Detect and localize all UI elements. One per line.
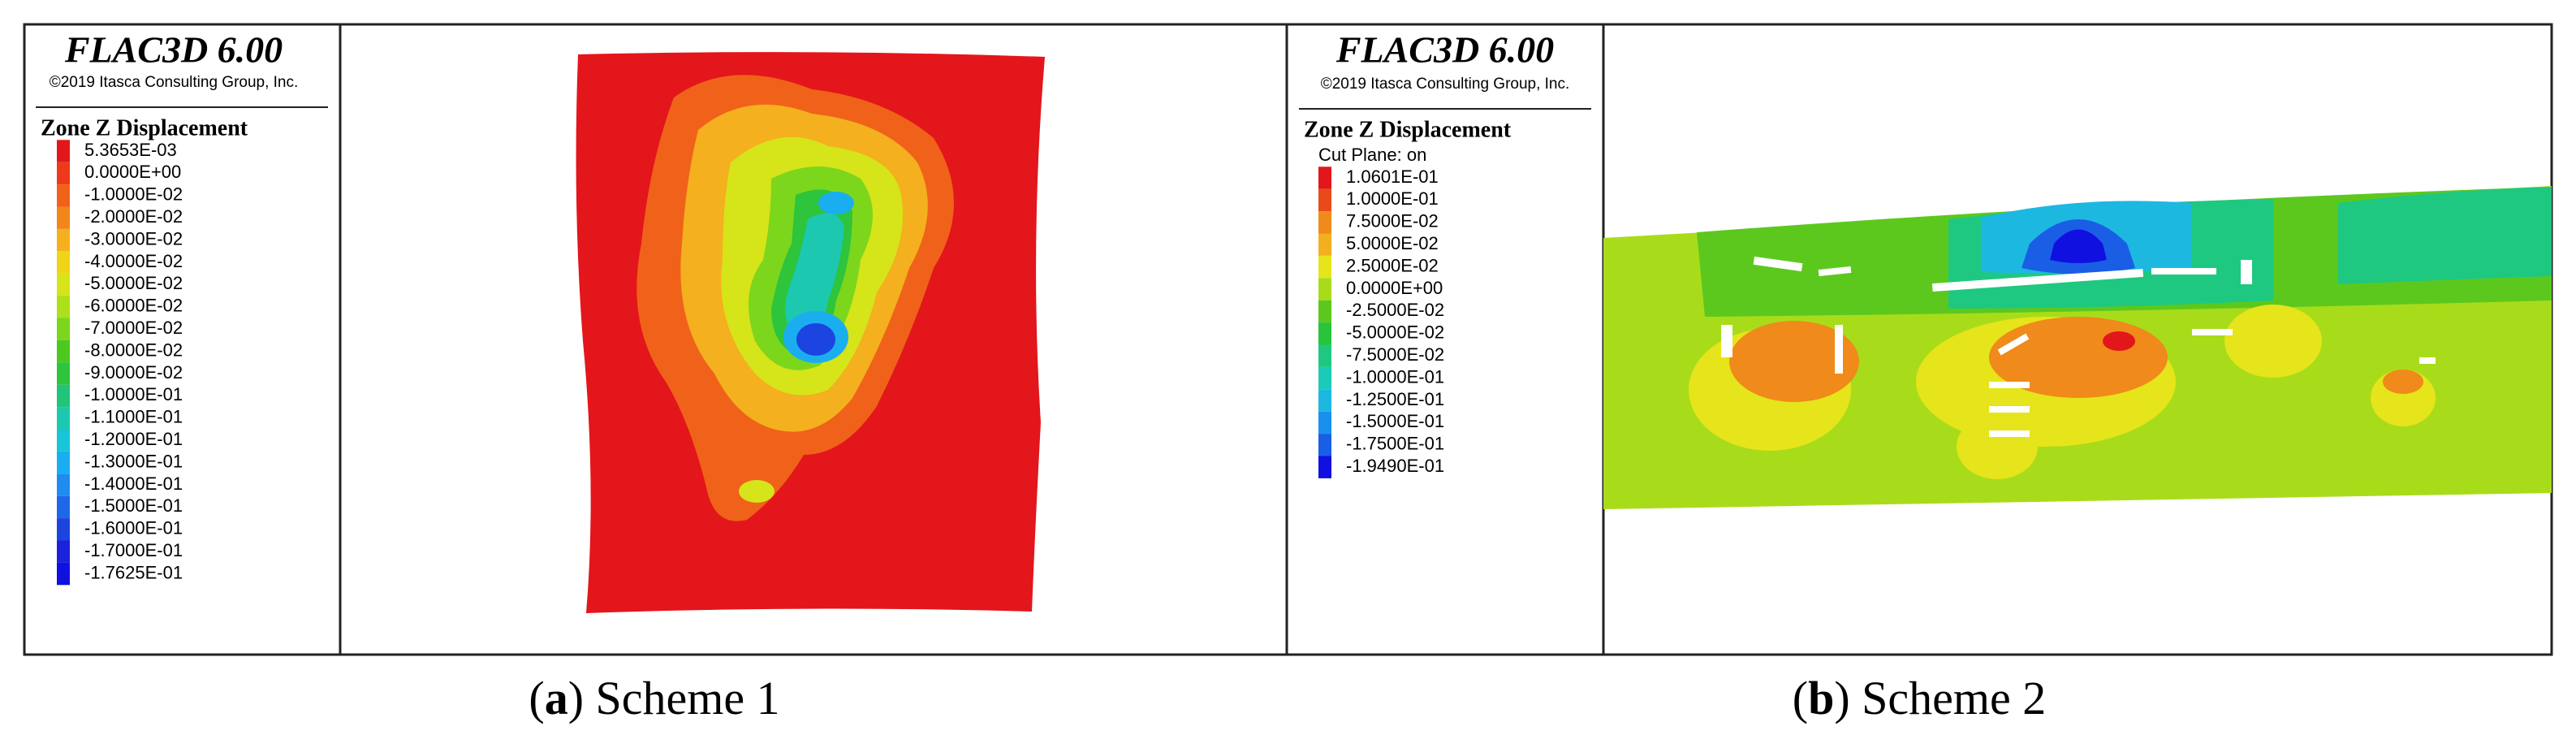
legend-swatch [1318,434,1331,456]
caption: (b) Scheme 2 [1793,672,2047,724]
legend-label: -9.0000E-02 [84,362,183,383]
legend-swatch [57,451,70,474]
legend-title: Zone Z Displacement [41,115,248,141]
legend-label: -1.5000E-01 [1346,411,1444,431]
contour-plot [576,52,1045,613]
legend-label: -1.3000E-01 [84,451,183,471]
legend-label: 1.0601E-01 [1346,166,1439,187]
legend-swatch [1318,456,1331,478]
caption-text: ) Scheme 2 [1834,672,2046,724]
legend-swatch [57,339,70,363]
legend-label: -1.1000E-01 [84,407,183,427]
legend-swatch [57,407,70,430]
software-title: FLAC3D 6.00 [1335,29,1554,71]
legend-swatch [1318,166,1331,189]
legend-swatch [1318,389,1331,412]
legend-swatch [57,184,70,207]
legend-swatch [1318,188,1331,212]
legend-swatch [1318,300,1331,323]
caption: (a) Scheme 1 [529,672,779,724]
legend-swatch [57,540,70,563]
legend-label: -5.0000E-02 [1346,322,1444,343]
legend-label: -8.0000E-02 [84,339,183,360]
legend-label: 2.5000E-02 [1346,255,1439,275]
legend-swatch [1318,344,1331,367]
legend-label: -1.2000E-01 [84,429,183,449]
legend-swatch [57,251,70,274]
legend-label: 7.5000E-02 [1346,211,1439,231]
copyright: ©2019 Itasca Consulting Group, Inc. [50,74,299,91]
legend-swatch [57,318,70,340]
legend-swatch [57,362,70,385]
legend-label: -1.0000E-01 [84,384,183,404]
legend-label: -1.2500E-01 [1346,389,1444,409]
legend-label: 1.0000E-01 [1346,188,1439,209]
legend-swatch [57,206,70,229]
legend-swatch [57,140,70,162]
legend-label: -1.7625E-01 [84,562,183,582]
legend-swatch [1318,366,1331,390]
software-title: FLAC3D 6.00 [64,29,283,71]
legend-label: -1.4000E-01 [84,473,183,494]
legend-label: 5.3653E-03 [84,140,177,160]
legend-label: -1.6000E-01 [84,518,183,538]
legend-swatch [57,473,70,496]
legend-swatch [57,518,70,541]
legend-label: -7.5000E-02 [1346,344,1444,365]
legend-swatch [1318,322,1331,345]
legend-label: -1.7000E-01 [84,540,183,560]
legend-label: -1.0000E-02 [84,184,183,205]
legend-swatch [57,495,70,519]
legend-swatch [57,228,70,252]
legend-label: -6.0000E-02 [84,296,183,316]
legend-label: -5.0000E-02 [84,273,183,293]
legend-label: -7.0000E-02 [84,318,183,338]
caption-text: ) Scheme 1 [568,672,780,724]
legend-label: 0.0000E+00 [84,162,181,182]
legend-swatch [1318,411,1331,435]
legend-subtitle: Cut Plane: on [1318,145,1426,165]
legend-label: -2.5000E-02 [1346,300,1444,320]
legend-swatch [1318,233,1331,256]
legend-title: Zone Z Displacement [1304,117,1512,142]
legend-label: -1.9490E-01 [1346,456,1444,476]
caption-prefix: ( [529,672,544,724]
legend-swatch [57,384,70,408]
legend-swatch [57,162,70,185]
legend-label: 5.0000E-02 [1346,233,1439,253]
caption-label: b [1808,672,1834,724]
legend-label: -1.5000E-01 [84,495,183,516]
legend-label: -2.0000E-02 [84,206,183,227]
caption-prefix: ( [1793,672,1808,724]
legend-label: -4.0000E-02 [84,251,183,271]
contour-plot [1603,186,2552,509]
legend-label: 0.0000E+00 [1346,278,1443,298]
legend-swatch [57,273,70,296]
legend-swatch [57,562,70,586]
copyright: ©2019 Itasca Consulting Group, Inc. [1321,76,1570,93]
legend-swatch [57,429,70,452]
legend-swatch [1318,255,1331,279]
legend-swatch [1318,278,1331,300]
legend-label: -1.0000E-01 [1346,366,1444,387]
legend-swatch [57,296,70,318]
legend-label: -3.0000E-02 [84,228,183,249]
caption-label: a [545,672,568,724]
legend-swatch [1318,211,1331,234]
legend-label: -1.7500E-01 [1346,434,1444,454]
